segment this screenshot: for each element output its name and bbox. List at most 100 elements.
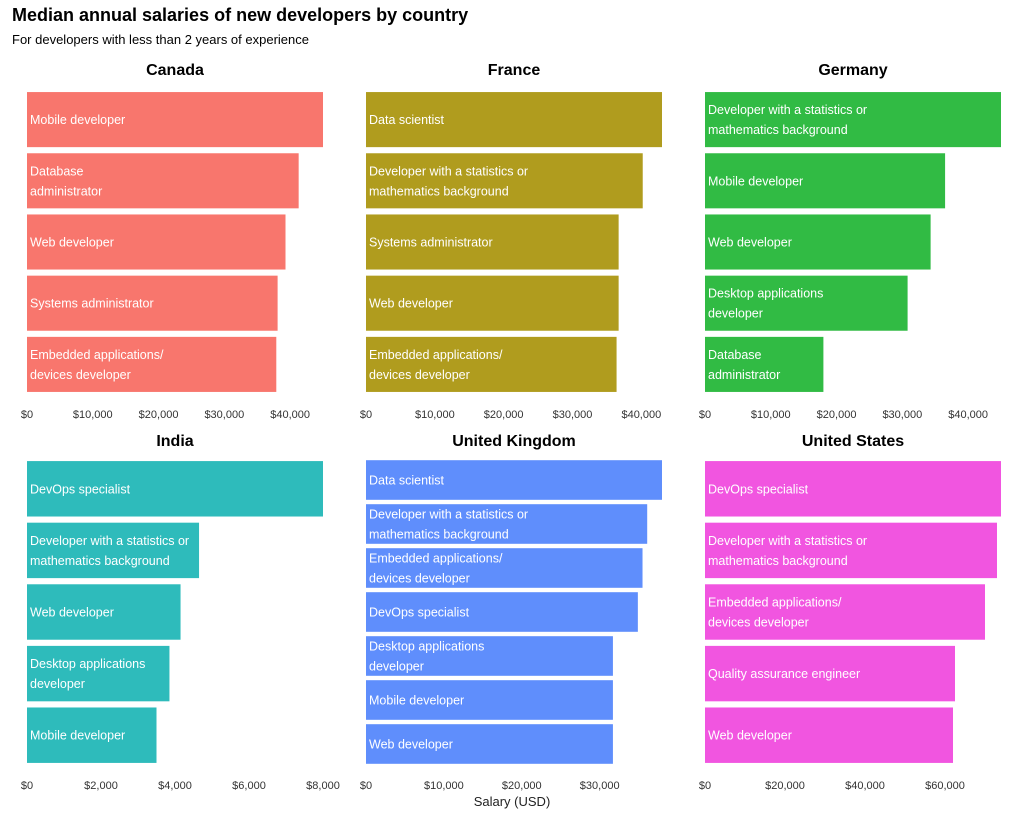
bar-label: Desktop applications developer [708, 287, 823, 321]
bar [705, 92, 1001, 148]
bar-label: DevOps specialist [30, 482, 131, 496]
bar [27, 153, 299, 209]
bar-label: DevOps specialist [708, 482, 809, 496]
bar-label: Database administrator [30, 164, 102, 198]
bar [366, 92, 662, 148]
bar [705, 214, 931, 270]
bar [705, 707, 953, 763]
facet-title: United Kingdom [452, 433, 576, 450]
tick-label: $10,000 [751, 409, 791, 421]
bar-label: Web developer [30, 606, 114, 620]
bar [705, 153, 946, 209]
tick-label: $40,000 [621, 409, 661, 421]
bar [366, 336, 617, 392]
bar-label: Data scientist [369, 113, 445, 127]
bar [705, 645, 955, 702]
x-axis-label: Salary (USD) [473, 794, 551, 809]
bar-label: Mobile developer [30, 729, 125, 743]
tick-label: $60,000 [925, 780, 965, 792]
bar [366, 275, 619, 331]
bar-label: Web developer [30, 236, 114, 250]
tick-label: $20,000 [139, 409, 179, 421]
tick-label: $0 [21, 409, 33, 421]
facet-title: Germany [818, 62, 887, 79]
bar [366, 504, 648, 544]
tick-label: $40,000 [845, 780, 885, 792]
facet-title: France [488, 62, 541, 79]
tick-label: $40,000 [270, 409, 310, 421]
bar [27, 461, 323, 517]
bar-label: Quality assurance engineer [708, 667, 860, 681]
tick-label: $20,000 [502, 780, 542, 792]
bar-label: Embedded applications/devices developer [369, 348, 503, 382]
tick-label: $30,000 [580, 780, 620, 792]
bar-label: Developer with a statistics or mathematic… [369, 508, 528, 542]
bar-label: Web developer [369, 738, 453, 752]
bar [366, 592, 638, 632]
tick-label: $30,000 [204, 409, 244, 421]
bar [27, 336, 277, 392]
tick-label: $30,000 [882, 409, 922, 421]
panel-united-kingdom: United Kingdom Data scientist Developer wi… [360, 433, 662, 792]
bar-label: Desktop applications developer [369, 640, 484, 674]
bar [366, 214, 619, 270]
bar [366, 724, 613, 764]
panel-united-states: United States DevOps specialist Developer … [699, 433, 1001, 792]
bar-label: Systems administrator [369, 236, 493, 250]
bar-label: Developer with a statistics or mathematic… [708, 103, 867, 137]
bar-label: Mobile developer [369, 694, 464, 708]
bar [27, 584, 181, 640]
chart-subtitle: For developers with less than 2 years of… [12, 32, 309, 47]
bar-label: Web developer [708, 236, 792, 250]
panel-france: France Data scientist Developer with a sta… [360, 62, 662, 421]
tick-label: $40,000 [948, 409, 988, 421]
bar [366, 153, 643, 209]
bar-label: Developer with a statistics or mathematic… [708, 534, 867, 568]
tick-label: $20,000 [765, 780, 805, 792]
bar-label: Data scientist [369, 474, 445, 488]
tick-label: $0 [699, 409, 711, 421]
bar-label: Embedded applications/devices developer [369, 552, 503, 586]
tick-label: $0 [360, 780, 372, 792]
bar [27, 645, 170, 702]
bar-label: Web developer [708, 729, 792, 743]
bar-label: Desktop applications developer [30, 657, 145, 691]
bar-label: Mobile developer [30, 113, 125, 127]
panel-germany: Germany Developer with a statistics or mat… [699, 62, 1001, 421]
tick-label: $0 [21, 780, 33, 792]
bar-label: Mobile developer [708, 174, 803, 188]
chart-title: Median annual salaries of new developers… [12, 5, 469, 25]
panel-canada: Canada Mobile developer Database administra… [21, 62, 323, 421]
tick-label: $0 [360, 409, 372, 421]
tick-label: $8,000 [306, 780, 340, 792]
tick-label: $20,000 [484, 409, 524, 421]
bar-label: Developer with a statistics or mathematic… [369, 164, 528, 198]
bar [27, 214, 286, 270]
bar [366, 636, 613, 676]
tick-label: $30,000 [553, 409, 593, 421]
facet-title: India [156, 433, 193, 450]
bar [366, 460, 662, 500]
bar-label: Systems administrator [30, 297, 154, 311]
bar [27, 92, 323, 148]
bar-label: Embedded applications/devices developer [708, 596, 842, 630]
facet-title: United States [802, 433, 904, 450]
bar [27, 275, 278, 331]
tick-label: $0 [699, 780, 711, 792]
panel-india: India DevOps specialist Developer with a s… [21, 433, 340, 792]
bar [27, 522, 200, 579]
tick-label: $10,000 [424, 780, 464, 792]
bar-label: DevOps specialist [369, 606, 470, 620]
bar [705, 461, 1001, 517]
bar [705, 275, 908, 331]
bar [705, 522, 997, 579]
bar-label: Developer with a statistics or mathematic… [30, 534, 189, 568]
tick-label: $6,000 [232, 780, 266, 792]
tick-label: $20,000 [817, 409, 857, 421]
bar [705, 336, 824, 392]
bar-label: Database administrator [708, 348, 780, 382]
bar-label: Web developer [369, 297, 453, 311]
bar-label: Embedded applications/devices developer [30, 348, 164, 382]
tick-label: $4,000 [158, 780, 192, 792]
